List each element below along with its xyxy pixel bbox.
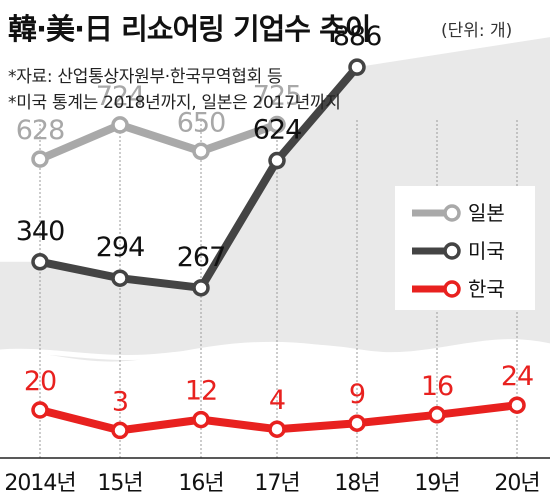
data-label-korea: 12 — [185, 376, 217, 407]
data-label-korea: 24 — [501, 361, 533, 392]
data-labels: 628 724 650 725 340 294 267 624 886 20 3 12 4 9 16 24 — [16, 21, 534, 417]
series-line-japan — [38, 120, 279, 163]
data-point-japan — [268, 115, 286, 134]
legend-marker-japan — [443, 204, 461, 222]
x-tick-label: 16년 — [178, 471, 223, 496]
data-point-japan — [31, 150, 49, 168]
legend-label-usa: 미국 — [468, 239, 505, 263]
legend-item-korea: 한국 — [412, 277, 505, 301]
unit-label: (단위: 개) — [441, 21, 513, 41]
data-point-usa — [31, 253, 49, 271]
data-point-korea — [192, 410, 210, 429]
data-point-korea — [268, 420, 286, 438]
data-point-korea — [31, 401, 49, 419]
data-point-usa — [348, 58, 366, 76]
legend-marker-usa — [443, 242, 461, 260]
data-label-japan: 725 — [253, 81, 302, 112]
data-label-japan: 724 — [96, 81, 145, 112]
data-label-japan: 650 — [177, 107, 226, 138]
legend-label-japan: 일본 — [468, 201, 505, 225]
data-point-korea — [508, 396, 526, 414]
data-label-usa: 267 — [177, 242, 226, 273]
x-tick-label: 18년 — [334, 471, 379, 496]
x-tick-label: 19년 — [414, 471, 459, 496]
data-label-korea: 4 — [269, 385, 285, 416]
x-tick-label: 17년 — [254, 471, 299, 496]
axis-break-wave — [0, 339, 550, 360]
data-point-japan — [192, 142, 210, 161]
data-label-usa: 294 — [96, 232, 145, 263]
legend-item-japan: 일본 — [412, 201, 505, 225]
header: 韓·美·日 리쇼어링 기업수 추이 (단위: 개) *자료: 산업통상자원부·한… — [6, 4, 546, 113]
period-note: *미국 통계는 2018년까지, 일본은 2017년까지 — [8, 93, 341, 113]
data-point-korea — [348, 414, 366, 432]
data-point-usa — [268, 151, 286, 170]
data-label-usa: 886 — [333, 21, 382, 52]
data-label-korea: 3 — [112, 386, 128, 417]
data-label-korea: 9 — [349, 379, 365, 410]
data-label-korea: 20 — [24, 366, 56, 397]
x-axis: 2014년 15년 16년 17년 18년 19년 20년 — [0, 457, 550, 496]
legend-marker-korea — [443, 280, 461, 298]
data-point-korea — [428, 406, 446, 424]
data-label-korea: 16 — [421, 371, 453, 402]
data-point-usa — [192, 279, 210, 297]
data-label-usa: 624 — [253, 115, 302, 146]
data-label-japan: 628 — [16, 115, 65, 146]
data-point-japan — [111, 116, 129, 134]
data-label-usa: 340 — [16, 216, 65, 247]
x-tick-label: 2014년 — [4, 471, 75, 496]
x-tick-label: 20년 — [494, 471, 539, 496]
series-lines — [31, 58, 526, 440]
legend-label-korea: 한국 — [468, 277, 505, 301]
legend-item-usa: 미국 — [412, 239, 505, 263]
chart-title: 韓·美·日 리쇼어링 기업수 추이 — [8, 12, 371, 46]
x-tick-label: 15년 — [97, 471, 142, 496]
data-point-usa — [111, 269, 129, 287]
data-point-korea — [111, 421, 129, 440]
source-note: *자료: 산업통상자원부·한국무역협회 등 — [8, 67, 283, 87]
